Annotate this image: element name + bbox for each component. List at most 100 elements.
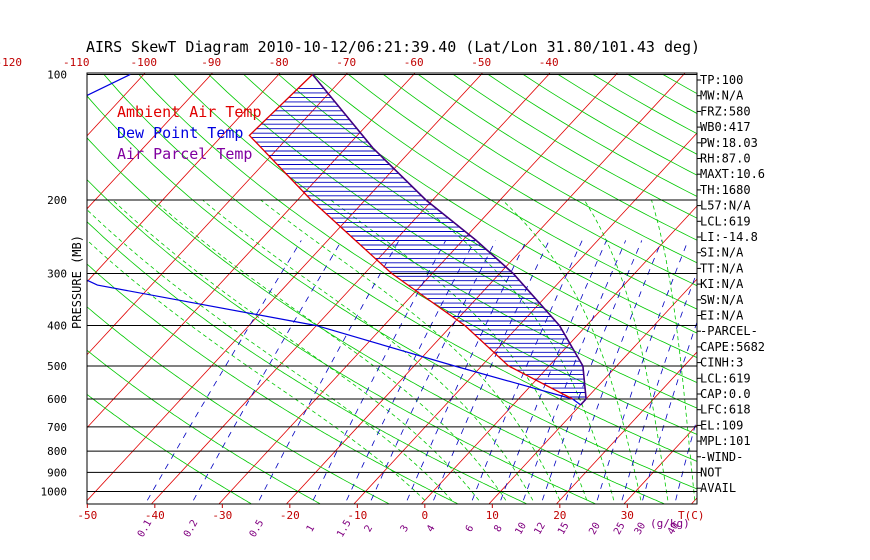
index-entry: LFC:618: [700, 403, 751, 417]
mixing-ratio-label: 30: [633, 521, 649, 537]
chart-title: AIRS SkewT Diagram 2010-10-12/06:21:39.4…: [86, 38, 700, 56]
moist-adiabat-line: [413, 199, 615, 501]
mixing-ratio-label: 10: [513, 521, 529, 537]
x-top-tick-label: -70: [336, 56, 356, 69]
dry-adiabat-line: [87, 393, 253, 504]
index-entry: TP:100: [700, 73, 743, 87]
x-tick-label: -20: [280, 509, 300, 522]
index-entry: MPL:101: [700, 434, 751, 448]
mixing-ratio-line: [433, 240, 550, 501]
x-top-tick-label: -80: [269, 56, 289, 69]
y-tick-label: 400: [47, 320, 67, 333]
moist-adiabat-line: [87, 239, 426, 501]
isotherm-line: [758, 65, 870, 505]
legend: Ambient Air Temp Dew Point Temp Air Parcel…: [117, 103, 262, 163]
index-entry: AVAIL: [700, 481, 736, 495]
moist-adiabat-line: [202, 199, 534, 501]
mixing-ratio-line: [523, 240, 627, 501]
index-entry: CAP:0.0: [700, 387, 751, 401]
mixing-ratio-line: [146, 240, 302, 501]
index-entry: PW:18.03: [700, 136, 758, 150]
dry-adiabat-line: [313, 74, 697, 310]
x-top-tick-label: -100: [130, 56, 157, 69]
isotherm-line: [87, 73, 484, 502]
index-entry: LCL:619: [700, 371, 751, 385]
isotherm-line: [87, 73, 349, 356]
y-tick-label: 100: [47, 69, 67, 82]
legend-entry: Air Parcel Temp: [117, 145, 252, 163]
mixing-ratio-line: [596, 240, 689, 501]
dry-adiabat-line: [87, 179, 597, 504]
mixing-ratio-line: [621, 270, 697, 501]
lcl-connector-line: [572, 398, 581, 406]
index-entry: WB0:417: [700, 120, 751, 134]
index-entry: TH:1680: [700, 183, 751, 197]
mixing-ratio-label: 3: [399, 523, 412, 534]
mixing-ratio-label: 0.5: [248, 518, 267, 539]
legend-entry: Dew Point Temp: [117, 124, 243, 142]
index-entry: FRZ:580: [700, 104, 751, 118]
mixing-ratio-label: 40: [666, 521, 682, 537]
legend-entry: Ambient Air Temp: [117, 103, 262, 121]
index-entry: LI:-14.8: [700, 230, 758, 244]
moist-adiabat-line: [112, 199, 480, 501]
index-entry: SI:N/A: [700, 246, 744, 260]
dry-adiabat-line: [348, 74, 697, 287]
x-top-tick-label: -120: [0, 56, 22, 69]
index-entry: KI:N/A: [700, 277, 744, 291]
index-entry: CINH:3: [700, 356, 743, 370]
y-tick-label: 900: [47, 466, 67, 479]
mixing-ratio-line: [346, 240, 475, 501]
y-tick-label: 800: [47, 445, 67, 458]
dewpoint-line: [87, 73, 573, 400]
mixing-ratio-line: [642, 320, 697, 501]
dry-adiabat-line: [87, 306, 391, 504]
parcel-line: [311, 73, 587, 406]
isotherm-line: [825, 65, 870, 505]
moist-adiabat-line: [330, 199, 588, 501]
isotherm-line: [87, 73, 214, 210]
dry-adiabat-line: [208, 74, 697, 383]
mixing-ratio-label: 6: [464, 523, 477, 534]
y-tick-label: 200: [47, 194, 67, 207]
mixing-ratio-label: 2: [363, 523, 376, 534]
moist-adiabat-line: [260, 199, 561, 501]
x-tick-label: 10: [486, 509, 499, 522]
x-tick-label: -10: [347, 509, 367, 522]
index-entry: -WIND-: [700, 450, 743, 464]
mixing-ratio-line: [258, 240, 400, 501]
index-entry: EL:109: [700, 418, 743, 432]
x-tick-label: 20: [553, 509, 566, 522]
index-entry: -PARCEL-: [700, 324, 758, 338]
x-top-tick-label: -50: [471, 56, 491, 69]
mixing-ratio-label: 0.2: [182, 518, 201, 539]
index-entry: SW:N/A: [700, 293, 744, 307]
y-tick-label: 500: [47, 360, 67, 373]
mixing-ratio-unit: (g/kg): [650, 517, 690, 530]
y-tick-label: 1000: [41, 486, 68, 499]
isotherm-line: [0, 65, 17, 505]
x-tick-label: 0: [422, 509, 429, 522]
index-entry: TT:N/A: [700, 261, 744, 275]
dry-adiabat-line: [278, 74, 697, 334]
mixing-ratio-label: 4: [425, 523, 438, 534]
y-axis-label: PRESSURE (MB): [70, 235, 84, 329]
mixing-ratio-line: [193, 240, 342, 501]
plot-frame: [86, 72, 698, 505]
mixing-ratio-line: [675, 417, 697, 501]
moist-adiabat-line: [651, 199, 696, 501]
index-entry: MW:N/A: [700, 89, 744, 103]
mixing-ratio-line: [312, 240, 447, 501]
dry-adiabat-line: [138, 74, 697, 435]
dry-adiabat-line: [87, 263, 460, 504]
cape-hatching: [251, 87, 586, 398]
x-tick-label: -50: [77, 509, 97, 522]
temperature-line: [248, 74, 573, 400]
index-entry: NOT: [700, 466, 722, 480]
mixing-ratio-line: [500, 240, 607, 501]
mixing-ratio-label: 15: [556, 521, 572, 537]
isotherm-line: [87, 73, 416, 429]
x-top-tick-label: -60: [404, 56, 424, 69]
dry-adiabat-line: [383, 74, 697, 264]
